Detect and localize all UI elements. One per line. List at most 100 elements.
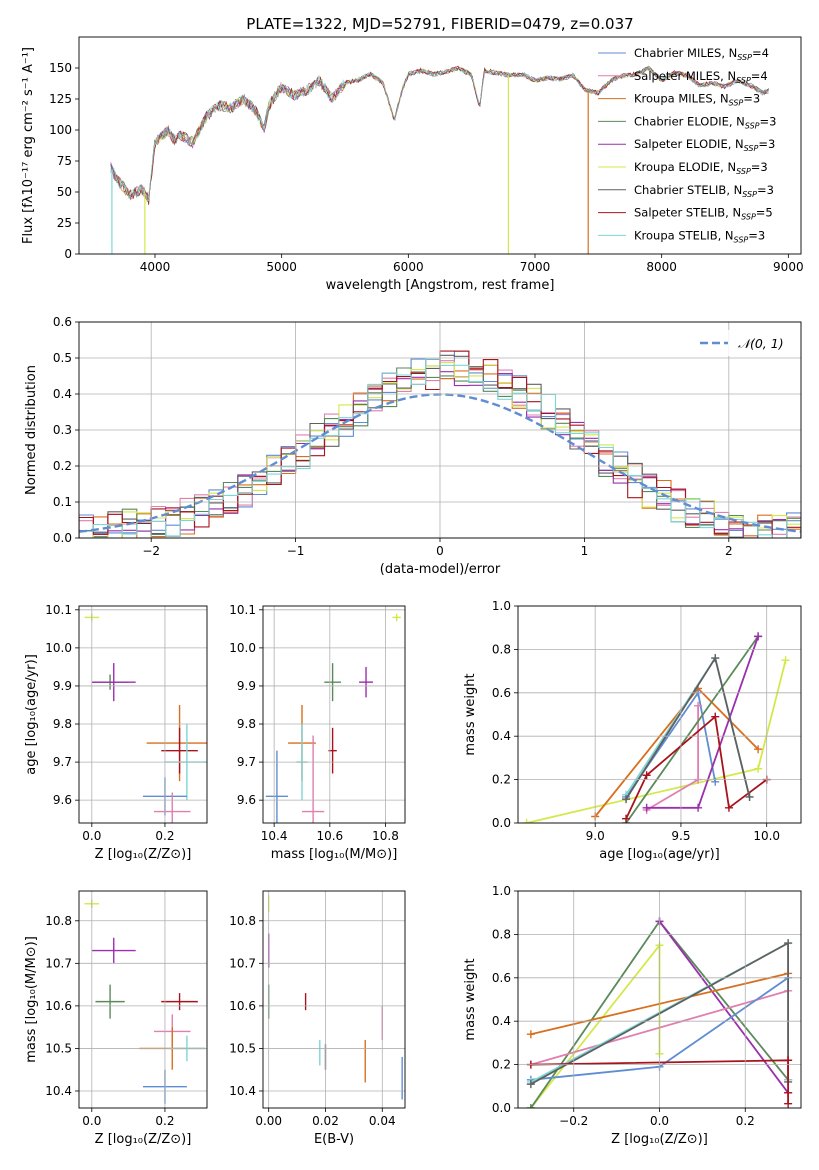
weight-marker — [784, 1088, 793, 1097]
y-tick-label: 10.8 — [229, 914, 256, 928]
panel-weight_vs_age: 9.0 9.5 10.0 0.0 0.2 0.4 0.6 0.8 1.0 age [log₁₀(a… — [463, 599, 802, 862]
plot-area — [110, 65, 770, 254]
x-tick-label: 0.2 — [736, 1114, 755, 1128]
panel-mass_vs_ebv: 0.00 0.02 0.04 10.4 10.5 10.6 10.7 10.8 E(B-V) — [229, 890, 406, 1147]
y-tick-label: 0.0 — [492, 816, 511, 830]
spectrum-line-kroupa-stelib — [110, 65, 770, 202]
weight-marker — [642, 771, 651, 780]
y-axis-label: mass weight — [463, 958, 478, 1040]
x-axis-label: Z [log₁₀(Z/Z⊙)] — [95, 847, 192, 862]
weight-marker — [754, 632, 763, 641]
weight-marker — [754, 764, 763, 773]
y-axis-label: mass weight — [463, 673, 478, 755]
weight-marker — [781, 656, 790, 665]
x-axis-label: (data-model)/error — [380, 562, 501, 577]
weight-marker — [526, 1080, 535, 1089]
y-tick-label: 10.6 — [229, 999, 256, 1013]
y-tick-label: 9.9 — [53, 679, 72, 693]
y-tick-label: 0.1 — [53, 495, 72, 509]
weight-marker — [526, 1104, 535, 1108]
errorbar-chabrier-elodie — [324, 663, 341, 702]
x-tick-label: 6000 — [393, 260, 424, 274]
weight-marker — [784, 939, 793, 948]
weight-marker — [784, 1099, 793, 1108]
panel-age_vs_Z: 0.0 0.2 9.6 9.7 9.8 9.9 10.0 10.1 Z [log₁₀(Z/Z⊙)… — [24, 603, 208, 862]
legend-entry: Salpeter STELIB, NSSP=5 — [634, 206, 773, 222]
y-tick-label: 10.8 — [45, 914, 72, 928]
y-tick-label: 1.0 — [492, 599, 511, 613]
x-tick-label: 9000 — [773, 260, 804, 274]
y-tick-label: 10.1 — [229, 603, 256, 617]
x-tick-label: −2 — [142, 544, 160, 558]
panel-residuals: −2 −1 0 1 2 0.0 0.1 0.2 0.3 0.4 0.5 0.6 (data-model)… — [24, 315, 802, 577]
y-tick-label: 10.5 — [45, 1041, 72, 1055]
axes-frame — [78, 890, 208, 1109]
y-tick-label: 9.6 — [237, 793, 256, 807]
y-tick-label: 10.6 — [45, 999, 72, 1013]
y-tick-label: 0.6 — [492, 686, 511, 700]
x-tick-label: 1 — [581, 544, 589, 558]
weight-marker — [694, 701, 703, 710]
y-tick-label: 0.4 — [53, 387, 72, 401]
y-tick-label: 0.6 — [492, 971, 511, 985]
x-axis-label: Z [log₁₀(Z/Z⊙)] — [95, 1132, 192, 1147]
y-tick-label: 10.5 — [229, 1041, 256, 1055]
errorbar-salpeter-elodie — [91, 663, 136, 702]
spectrum-line-salpeter-elodie — [110, 65, 769, 200]
x-tick-label: 10.6 — [316, 829, 343, 843]
y-tick-label: 10.7 — [229, 956, 256, 970]
y-tick-label: 0.2 — [53, 459, 72, 473]
x-tick-label: −0.2 — [559, 1114, 588, 1128]
axes-frame — [517, 890, 802, 1109]
x-tick-label: 0.02 — [312, 1114, 339, 1128]
legend-entry: Salpeter MILES, NSSP=4 — [634, 69, 768, 85]
weight-line-chabrier-elodie — [625, 635, 759, 823]
y-tick-label: 0.8 — [492, 927, 511, 941]
y-tick-label: 0.0 — [53, 531, 72, 545]
legend-entry: Kroupa ELODIE, NSSP=3 — [634, 160, 768, 176]
y-tick-label: 0.4 — [492, 729, 511, 743]
errorbar-salpeter-miles — [301, 735, 325, 823]
legend-entry: 𝒩(0, 1) — [738, 336, 784, 351]
errorbar-salpeter-stelib — [161, 727, 198, 774]
y-axis-label: Flux [fλ10⁻¹⁷ erg cm⁻² s⁻¹ A⁻¹] — [21, 47, 36, 244]
y-tick-label: 0.4 — [492, 1014, 511, 1028]
y-tick-label: 10.4 — [229, 1084, 256, 1098]
x-axis-label: age [log₁₀(age/yr)] — [599, 847, 720, 862]
legend-entry: Salpeter ELODIE, NSSP=3 — [634, 137, 775, 153]
weight-marker — [711, 712, 720, 721]
x-tick-label: 0.2 — [155, 829, 174, 843]
y-tick-label: 9.7 — [53, 755, 72, 769]
legend-entry: Chabrier ELODIE, NSSP=3 — [634, 114, 776, 130]
x-tick-label: 2 — [725, 544, 733, 558]
y-axis-label: mass [log₁₀(M/M⊙)] — [24, 936, 39, 1063]
legend-entry: Chabrier MILES, NSSP=4 — [634, 46, 769, 62]
x-tick-label: 0 — [436, 544, 444, 558]
y-tick-label: 25 — [57, 216, 72, 230]
x-tick-label: 10.4 — [261, 829, 288, 843]
weight-marker — [622, 814, 631, 823]
y-axis-label: Normed distribution — [24, 365, 39, 495]
figure-title: PLATE=1322, MJD=52791, FIBERID=0479, z=0… — [246, 15, 633, 33]
x-tick-label: 0.04 — [369, 1114, 396, 1128]
y-tick-label: 0.3 — [53, 423, 72, 437]
panel-mass_vs_Z: 0.0 0.2 10.4 10.5 10.6 10.7 10.8 Z [log₁₀(Z/Z⊙)… — [24, 890, 208, 1147]
weight-marker — [522, 819, 531, 823]
axes-frame — [517, 605, 802, 824]
y-tick-label: 9.9 — [237, 679, 256, 693]
weight-marker — [724, 803, 733, 812]
x-tick-label: 10.0 — [753, 829, 780, 843]
y-tick-label: 0.6 — [53, 315, 72, 329]
y-tick-label: 10.4 — [45, 1084, 72, 1098]
y-tick-label: 100 — [49, 123, 72, 137]
weight-marker — [711, 654, 720, 663]
x-tick-label: 4000 — [140, 260, 171, 274]
y-tick-label: 10.7 — [45, 956, 72, 970]
y-tick-label: 9.8 — [237, 717, 256, 731]
errorbar-chabrier-elodie — [95, 984, 125, 1019]
y-tick-label: 0.8 — [492, 642, 511, 656]
panel-age_vs_mass: 10.4 10.6 10.8 9.6 9.7 9.8 9.9 10.0 10.1 mass [lo… — [229, 603, 406, 862]
spectrum-line-chabrier-elodie — [110, 65, 769, 205]
